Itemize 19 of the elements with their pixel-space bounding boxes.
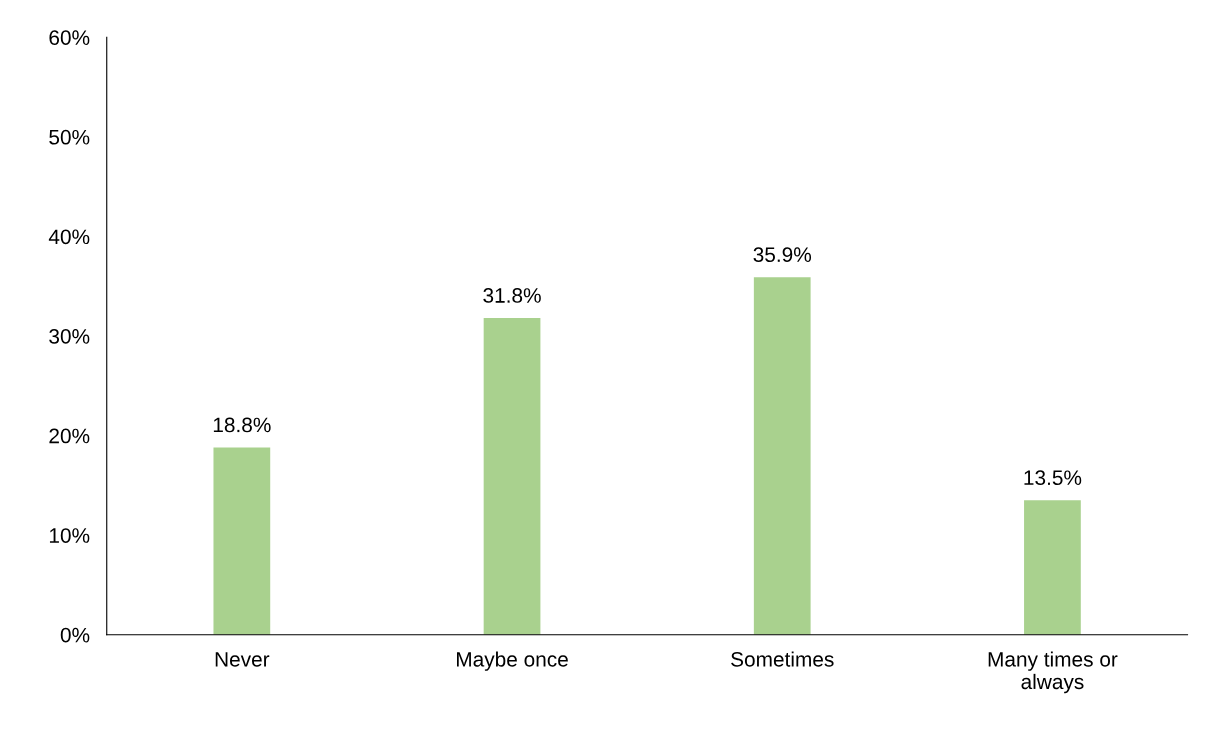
x-tick-label: Many times or always bbox=[988, 651, 1118, 694]
y-tick-label: 20% bbox=[49, 428, 90, 444]
x-tick-label: Never bbox=[215, 652, 270, 667]
bar bbox=[213, 447, 271, 635]
x-tick-label: Maybe once bbox=[457, 651, 568, 671]
bar bbox=[483, 318, 541, 635]
data-label: 18.8% bbox=[213, 417, 271, 433]
x-tick-label: Sometimes bbox=[731, 651, 834, 667]
bar bbox=[753, 277, 811, 635]
data-label: 35.9% bbox=[753, 247, 812, 263]
y-tick-label: 0% bbox=[60, 627, 90, 643]
data-label: 31.8% bbox=[483, 288, 541, 303]
y-tick-label: 40% bbox=[48, 229, 90, 245]
y-tick-label: 30% bbox=[49, 329, 90, 344]
bar bbox=[1024, 500, 1081, 635]
data-label: 13.5% bbox=[1024, 470, 1082, 486]
y-tick-label: 60% bbox=[49, 30, 90, 45]
y-tick-label: 50% bbox=[49, 129, 90, 145]
y-tick-label: 10% bbox=[49, 528, 90, 543]
